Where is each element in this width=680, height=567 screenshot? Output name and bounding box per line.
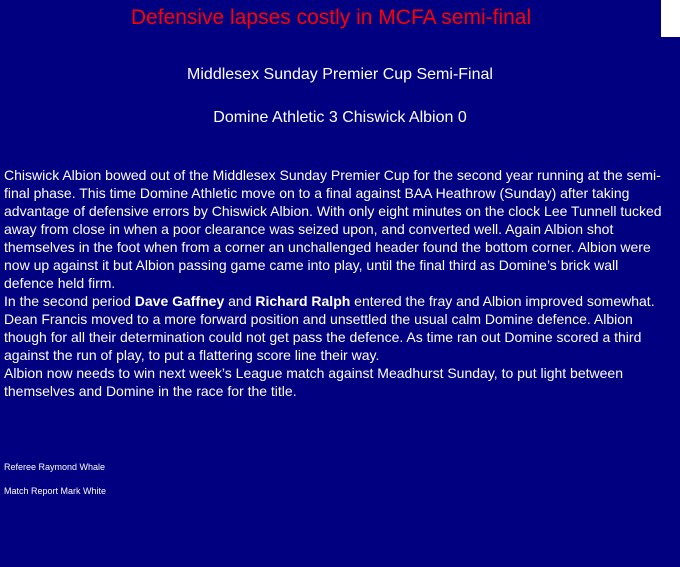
paragraph-2-intro: In the second period [4,293,135,309]
report-paragraph-1: Chiswick Albion bowed out of the Middles… [4,167,662,291]
paragraph-2-rest: entered the fray and Albion improved som… [4,293,655,363]
report-paragraph-2: In the second period Dave Gaffney and Ri… [4,292,666,364]
match-report: Chiswick Albion bowed out of the Middles… [4,166,666,400]
reporter-credit: Match Report Mark White [4,486,107,496]
report-paragraph-3: Albion now needs to win next week’s Leag… [4,365,623,399]
corner-block [661,0,680,37]
paragraph-2-and: and [224,293,256,309]
player-name-2: Richard Ralph [255,293,351,309]
competition-subtitle: Middlesex Sunday Premier Cup Semi-Final [187,66,493,83]
score-line: Domine Athletic 3 Chiswick Albion 0 [213,109,467,126]
referee-credit: Referee Raymond Whale [4,462,106,472]
headline: Defensive lapses costly in MCFA semi-fin… [130,6,532,29]
player-name-1: Dave Gaffney [134,293,225,309]
